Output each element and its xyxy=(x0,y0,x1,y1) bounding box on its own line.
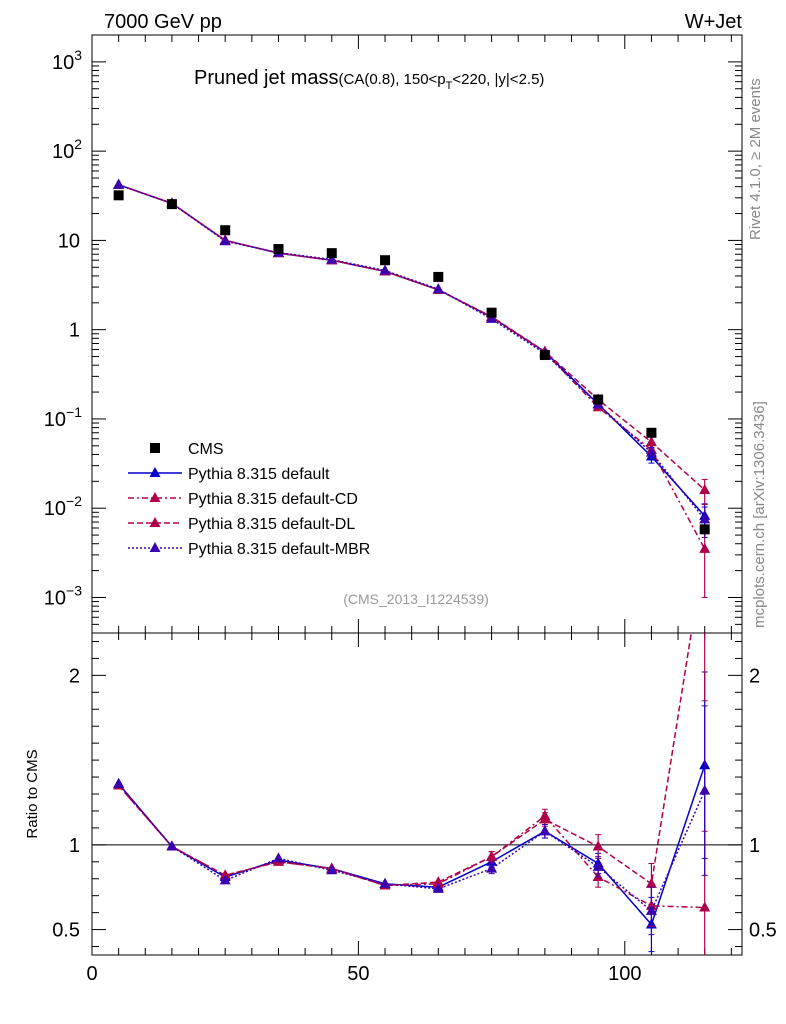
series-marker xyxy=(113,178,125,189)
legend-cms-marker xyxy=(150,443,160,453)
plot-title: Pruned jet mass(CA(0.8), 150<pT<220, |y|… xyxy=(194,67,544,92)
cms-data-point xyxy=(220,225,231,236)
series-marker xyxy=(219,235,231,246)
series-marker xyxy=(486,312,498,323)
x-tick-label: 0 xyxy=(86,963,97,985)
cms-data-point xyxy=(486,307,497,318)
legend-marker xyxy=(149,492,161,502)
ratio-plot-frame xyxy=(91,632,743,956)
header-left: 7000 GeV pp xyxy=(104,11,222,33)
y-tick-label: 10−2 xyxy=(44,493,82,520)
legend-marker xyxy=(149,517,161,527)
series-marker xyxy=(699,542,711,553)
legend-label: Pythia 8.315 default-MBR xyxy=(188,541,370,558)
cms-data-point xyxy=(113,190,124,201)
ratio-y-tick-label-right: 1 xyxy=(749,835,760,857)
cms-data-point xyxy=(166,199,177,210)
ratio-marker xyxy=(592,860,604,871)
y-tick-label: 10−1 xyxy=(44,404,82,431)
cms-data-point xyxy=(539,350,550,361)
ratio-marker xyxy=(699,901,711,912)
ratio-marker xyxy=(592,840,604,851)
ratio-marker xyxy=(645,877,657,888)
ratio-y-tick-label: 0.5 xyxy=(52,920,80,942)
y-tick-label: 10−3 xyxy=(44,582,82,609)
mcplots-label: mcplots.cern.ch [arXiv:1306.3436] xyxy=(751,401,768,628)
ratio-marker xyxy=(539,825,551,836)
legend-label: Pythia 8.315 default-CD xyxy=(188,491,358,508)
legend-marker xyxy=(149,467,161,477)
ratio-series-line xyxy=(118,764,706,926)
legend: CMS Pythia 8.315 default Pythia 8.315 defa… xyxy=(128,441,370,558)
plot-title-sub-T: T xyxy=(446,80,453,92)
ratio-y-tick-label: 2 xyxy=(69,665,80,687)
cms-data-layer xyxy=(113,190,710,535)
y-tick-label: 103 xyxy=(52,47,82,74)
series-marker xyxy=(699,483,711,494)
rivet-label: Rivet 4.1.0, ≥ 2M events xyxy=(747,78,764,240)
x-tick-label: 50 xyxy=(347,963,369,985)
y-tick-label: 1 xyxy=(69,320,80,342)
series-line xyxy=(118,184,706,520)
main-series-layer xyxy=(113,178,711,598)
series-marker xyxy=(645,436,657,447)
legend-label: Pythia 8.315 default-DL xyxy=(188,516,355,533)
ratio-series-line xyxy=(118,783,706,913)
ratio-series-group xyxy=(113,633,711,955)
series-marker xyxy=(699,513,711,524)
series-marker xyxy=(432,283,444,294)
cms-data-point xyxy=(380,255,391,266)
cms-data-point xyxy=(273,244,284,255)
series-marker xyxy=(645,446,657,457)
y-tick-label: 102 xyxy=(52,136,82,163)
ratio-marker xyxy=(326,864,338,875)
ratio-y-tick-label-right: 0.5 xyxy=(749,920,777,942)
cms-data-point xyxy=(699,524,710,535)
ratio-marker xyxy=(166,840,178,851)
y-tick-label: 10 xyxy=(58,230,80,252)
ratio-marker xyxy=(219,874,231,885)
analysis-tag: (CMS_2013_I1224539) xyxy=(343,591,489,607)
ratio-marker xyxy=(379,877,391,888)
ratio-marker xyxy=(645,904,657,915)
ratio-marker xyxy=(113,777,125,788)
cms-data-point xyxy=(646,427,657,438)
ratio-y-tick-label-right: 2 xyxy=(749,665,760,687)
ratio-marker xyxy=(486,862,498,873)
series-marker xyxy=(326,253,338,264)
ratio-marker xyxy=(432,882,444,893)
plot-title-sub-tail: <220, |y|<2.5) xyxy=(452,71,544,88)
ratio-marker xyxy=(486,850,498,861)
legend-label: Pythia 8.315 default xyxy=(188,466,330,483)
series-marker xyxy=(379,264,391,275)
ratio-marker xyxy=(699,784,711,795)
cms-data-point xyxy=(326,248,337,259)
main-axes: 10−3 10−2 10−1 1 10 102 103 xyxy=(44,34,742,634)
ratio-axes: 0.5 0.5 1 1 2 2 0 50 100 xyxy=(52,633,777,985)
legend-marker xyxy=(149,542,161,552)
ratio-marker xyxy=(219,869,231,880)
cms-data-point xyxy=(433,271,444,282)
ratio-series-line xyxy=(118,785,705,909)
plot-title-sub: (CA(0.8), 150<p xyxy=(339,71,446,88)
x-tick-label: 100 xyxy=(608,963,641,985)
series-line xyxy=(118,184,706,491)
ratio-marker xyxy=(272,852,284,863)
ratio-series-line xyxy=(118,633,693,887)
ratio-marker xyxy=(432,876,444,887)
ratio-ylabel: Ratio to CMS xyxy=(24,749,41,838)
plot-title-main: Pruned jet mass xyxy=(194,67,339,89)
legend-label-cms: CMS xyxy=(188,441,224,458)
ratio-y-tick-label: 1 xyxy=(69,835,80,857)
cms-data-point xyxy=(593,394,604,405)
ratio-marker xyxy=(539,813,551,824)
header-right: W+Jet xyxy=(685,11,743,33)
ratio-series-layer xyxy=(113,633,711,955)
